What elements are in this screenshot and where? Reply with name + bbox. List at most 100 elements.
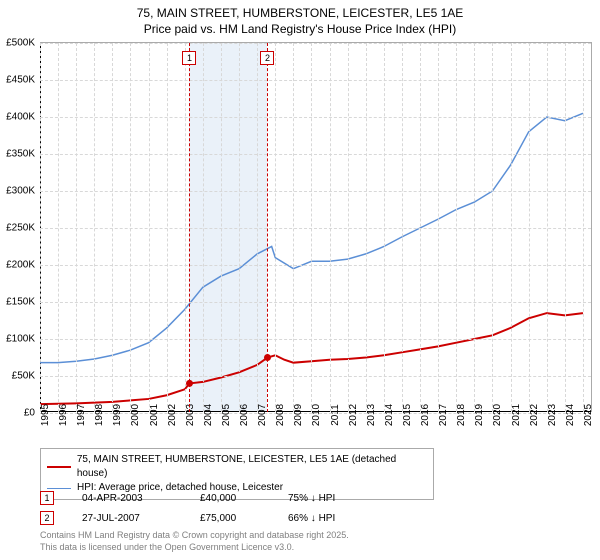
gridline-v <box>185 43 186 412</box>
y-tick-label: £50K <box>12 371 35 382</box>
gridline-h <box>40 43 591 44</box>
sale-marker-line-2 <box>267 43 268 412</box>
x-tick-label: 2022 <box>529 404 540 426</box>
x-tick-label: 2009 <box>293 404 304 426</box>
gridline-v <box>203 43 204 412</box>
gridline-v <box>583 43 584 412</box>
gridline-v <box>511 43 512 412</box>
x-tick-label: 2024 <box>565 404 576 426</box>
gridline-h <box>40 228 591 229</box>
x-tick-label: 1996 <box>58 404 69 426</box>
x-tick-label: 2008 <box>275 404 286 426</box>
gridline-v <box>149 43 150 412</box>
gridline-v <box>94 43 95 412</box>
sale-delta-2: 66% ↓ HPI <box>288 513 368 524</box>
x-tick-label: 2020 <box>492 404 503 426</box>
y-tick-label: £350K <box>6 149 35 160</box>
gridline-v <box>529 43 530 412</box>
x-tick-label: 2017 <box>438 404 449 426</box>
x-tick-label: 1999 <box>112 404 123 426</box>
x-tick-label: 2018 <box>456 404 467 426</box>
sale-date-2: 27-JUL-2007 <box>82 513 172 524</box>
legend-label-property: 75, MAIN STREET, HUMBERSTONE, LEICESTER,… <box>77 453 427 481</box>
gridline-v <box>492 43 493 412</box>
gridline-h <box>40 339 591 340</box>
x-tick-label: 1995 <box>40 404 51 426</box>
sale-row-1: 1 04-APR-2003 £40,000 75% ↓ HPI <box>40 488 368 508</box>
gridline-v <box>58 43 59 412</box>
x-tick-label: 2019 <box>474 404 485 426</box>
title-block: 75, MAIN STREET, HUMBERSTONE, LEICESTER,… <box>0 0 600 37</box>
x-tick-label: 2011 <box>330 404 341 426</box>
y-tick-label: £0 <box>24 408 35 419</box>
gridline-v <box>40 43 41 412</box>
x-tick-label: 2013 <box>366 404 377 426</box>
y-tick-label: £400K <box>6 112 35 123</box>
gridline-v <box>474 43 475 412</box>
x-tick-label: 2001 <box>149 404 160 426</box>
gridline-h <box>40 265 591 266</box>
sale-date-1: 04-APR-2003 <box>82 493 172 504</box>
legend-swatch-property <box>47 466 71 468</box>
gridline-v <box>384 43 385 412</box>
y-tick-label: £150K <box>6 297 35 308</box>
sale-marker-2: 2 <box>40 511 54 525</box>
gridline-v <box>130 43 131 412</box>
x-tick-label: 2015 <box>402 404 413 426</box>
gridline-v <box>420 43 421 412</box>
gridline-v <box>112 43 113 412</box>
gridline-v <box>275 43 276 412</box>
legend-row-property: 75, MAIN STREET, HUMBERSTONE, LEICESTER,… <box>47 453 427 481</box>
gridline-h <box>40 376 591 377</box>
gridline-v <box>311 43 312 412</box>
gridline-h <box>40 80 591 81</box>
y-tick-label: £200K <box>6 260 35 271</box>
gridline-v <box>438 43 439 412</box>
title-line-2: Price paid vs. HM Land Registry's House … <box>0 22 600 38</box>
gridline-h <box>40 154 591 155</box>
sales-table: 1 04-APR-2003 £40,000 75% ↓ HPI 2 27-JUL… <box>40 488 368 528</box>
gridline-v <box>348 43 349 412</box>
sale-delta-1: 75% ↓ HPI <box>288 493 368 504</box>
gridline-v <box>239 43 240 412</box>
gridline-h <box>40 117 591 118</box>
gridline-v <box>547 43 548 412</box>
gridline-v <box>366 43 367 412</box>
gridline-v <box>167 43 168 412</box>
x-tick-label: 2023 <box>547 404 558 426</box>
gridline-v <box>221 43 222 412</box>
x-tick-label: 2014 <box>384 404 395 426</box>
gridline-v <box>565 43 566 412</box>
x-tick-label: 2005 <box>221 404 232 426</box>
title-line-1: 75, MAIN STREET, HUMBERSTONE, LEICESTER,… <box>0 6 600 22</box>
attribution-line-1: Contains HM Land Registry data © Crown c… <box>40 530 349 542</box>
gridline-v <box>456 43 457 412</box>
gridline-v <box>257 43 258 412</box>
plot-area: £0£50K£100K£150K£200K£250K£300K£350K£400… <box>40 42 592 412</box>
sale-marker-line-1 <box>189 43 190 412</box>
gridline-v <box>76 43 77 412</box>
x-tick-label: 2021 <box>511 404 522 426</box>
y-tick-label: £300K <box>6 186 35 197</box>
sale-marker-1: 1 <box>40 491 54 505</box>
gridline-h <box>40 302 591 303</box>
sale-row-2: 2 27-JUL-2007 £75,000 66% ↓ HPI <box>40 508 368 528</box>
x-tick-label: 2010 <box>311 404 322 426</box>
gridline-v <box>293 43 294 412</box>
attribution: Contains HM Land Registry data © Crown c… <box>40 530 349 553</box>
attribution-line-2: This data is licensed under the Open Gov… <box>40 542 349 554</box>
y-tick-label: £100K <box>6 334 35 345</box>
y-tick-label: £250K <box>6 223 35 234</box>
x-tick-label: 2025 <box>583 404 594 426</box>
x-tick-label: 1998 <box>94 404 105 426</box>
chart-container: 75, MAIN STREET, HUMBERSTONE, LEICESTER,… <box>0 0 600 560</box>
sale-price-2: £75,000 <box>200 513 260 524</box>
x-tick-label: 2004 <box>203 404 214 426</box>
x-tick-label: 1997 <box>76 404 87 426</box>
y-tick-label: £500K <box>6 38 35 49</box>
sale-marker-box-2: 2 <box>260 51 274 65</box>
gridline-v <box>330 43 331 412</box>
sale-price-1: £40,000 <box>200 493 260 504</box>
gridline-v <box>402 43 403 412</box>
gridline-h <box>40 191 591 192</box>
